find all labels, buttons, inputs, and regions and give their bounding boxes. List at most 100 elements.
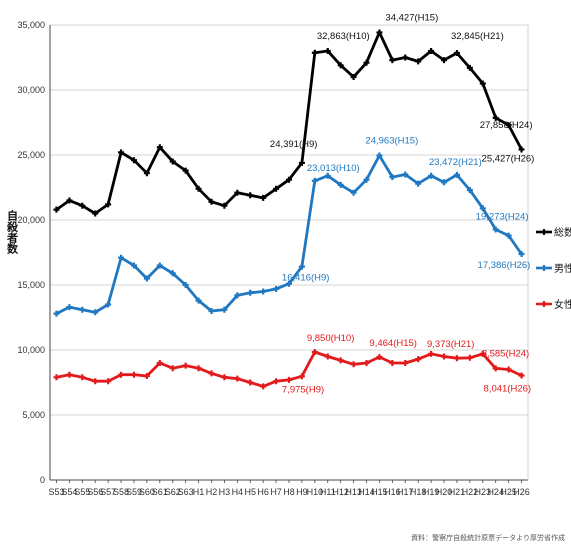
data-point — [221, 202, 228, 209]
y-tick-label: 15,000 — [17, 280, 45, 290]
data-point — [273, 378, 280, 385]
data-point — [169, 158, 176, 165]
x-tick-label: S61 — [152, 487, 168, 497]
y-tick-label: 5,000 — [22, 410, 45, 420]
data-point — [221, 374, 228, 381]
data-point — [453, 171, 460, 178]
y-axis-label: 自殺者数 — [6, 209, 20, 255]
x-tick-label: S56 — [87, 487, 103, 497]
x-tick-label: H24 — [487, 487, 504, 497]
data-point — [195, 185, 202, 192]
series-group — [53, 29, 525, 390]
data-point — [260, 383, 267, 390]
data-point — [156, 360, 163, 366]
x-tick-label: H25 — [500, 487, 517, 497]
data-point — [376, 29, 383, 36]
data-point — [415, 180, 422, 187]
x-tick-label: S62 — [165, 487, 181, 497]
x-tick-label: H5 — [244, 487, 256, 497]
source-note: 資料：警察庁自殺統計原票データより厚労省作成 — [411, 533, 565, 542]
data-point — [105, 201, 112, 208]
data-point — [118, 149, 125, 156]
x-tick-label: H11 — [320, 487, 336, 497]
x-tick-label: H9 — [296, 487, 308, 497]
data-point — [92, 378, 99, 385]
x-tick-label: H2 — [206, 487, 218, 497]
data-point — [389, 360, 396, 366]
data-label: 24,391(H9) — [270, 139, 318, 150]
data-point — [66, 304, 73, 311]
data-point — [466, 187, 473, 194]
data-point — [311, 348, 318, 355]
x-tick-label: H7 — [270, 487, 282, 497]
data-point — [247, 379, 254, 386]
x-tick-label: S59 — [126, 487, 142, 497]
data-point — [66, 197, 73, 204]
data-point — [79, 306, 86, 313]
data-point — [105, 378, 112, 385]
data-point — [156, 262, 163, 269]
x-tick-label: H8 — [283, 487, 295, 497]
data-point — [389, 57, 396, 64]
legend-marker — [541, 229, 547, 235]
data-point — [453, 355, 460, 362]
data-point — [156, 144, 163, 151]
x-tick-label: H4 — [232, 487, 244, 497]
data-point — [415, 356, 422, 363]
data-point — [415, 58, 422, 65]
data-point — [479, 205, 486, 212]
data-label: 8,041(H26) — [484, 383, 532, 394]
data-point — [286, 176, 292, 183]
data-point — [143, 373, 150, 379]
data-point — [53, 310, 60, 317]
data-point — [337, 181, 344, 188]
data-point — [234, 292, 241, 299]
data-point — [518, 250, 525, 257]
data-label: 32,863(H10) — [317, 31, 370, 42]
data-point — [311, 49, 318, 56]
x-tick-label: H1 — [193, 487, 205, 497]
data-point — [350, 361, 357, 368]
data-point — [53, 374, 60, 381]
data-point — [376, 353, 383, 360]
data-point — [505, 232, 512, 239]
data-point — [441, 57, 448, 64]
data-point — [337, 62, 344, 69]
legend-marker — [541, 301, 547, 307]
y-tick-label: 20,000 — [17, 215, 45, 225]
data-label: 24,963(H15) — [365, 135, 418, 146]
data-point — [518, 372, 525, 379]
data-point — [53, 206, 60, 213]
y-tick-label: 30,000 — [17, 85, 45, 95]
x-tick-label: H14 — [358, 487, 375, 497]
data-point — [363, 59, 370, 66]
x-tick-label: H22 — [462, 487, 479, 497]
data-point — [311, 177, 318, 184]
data-point — [195, 365, 202, 372]
data-point — [505, 122, 512, 129]
data-label: 25,427(H26) — [482, 153, 535, 164]
data-label: 23,013(H10) — [307, 163, 360, 174]
data-point — [492, 365, 499, 372]
data-point — [389, 174, 396, 181]
data-label: 32,845(H21) — [451, 31, 504, 42]
data-point — [350, 74, 357, 80]
data-labels: 24,391(H9) 32,863(H10) 34,427(H15) 32,845(H… — [270, 12, 534, 395]
data-point — [286, 376, 292, 383]
data-point — [169, 270, 176, 277]
data-label: 7,975(H9) — [282, 384, 324, 395]
data-point — [466, 64, 473, 71]
data-point — [505, 366, 512, 373]
data-label: 19,273(H24) — [476, 211, 529, 222]
x-tick-label: H12 — [332, 487, 349, 497]
x-tick-label: H23 — [475, 487, 492, 497]
data-point — [130, 262, 137, 269]
x-tick-label: H26 — [513, 487, 530, 497]
x-tick-label: S53 — [48, 487, 64, 497]
data-point — [492, 226, 499, 233]
x-tick-label: H13 — [345, 487, 362, 497]
data-point — [466, 354, 473, 361]
data-point — [143, 170, 150, 177]
